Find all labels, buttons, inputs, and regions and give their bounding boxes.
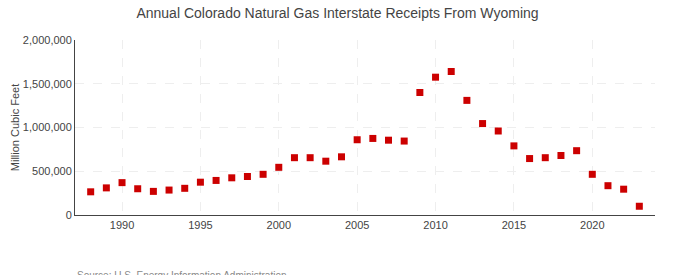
svg-text:2005: 2005 — [345, 219, 369, 231]
svg-text:Million Cubic Feet: Million Cubic Feet — [9, 84, 21, 171]
svg-text:500,000: 500,000 — [32, 165, 72, 177]
svg-text:2015: 2015 — [502, 219, 526, 231]
svg-text:Source: U.S. Energy Informatio: Source: U.S. Energy Information Administ… — [77, 270, 287, 275]
svg-text:2020: 2020 — [580, 219, 604, 231]
svg-text:1995: 1995 — [188, 219, 212, 231]
svg-text:1990: 1990 — [110, 219, 134, 231]
svg-text:1,500,000: 1,500,000 — [23, 78, 72, 90]
svg-text:0: 0 — [66, 209, 72, 221]
svg-text:Annual Colorado Natural Gas In: Annual Colorado Natural Gas Interstate R… — [136, 5, 538, 21]
svg-text:1,000,000: 1,000,000 — [23, 121, 72, 133]
svg-text:2,000,000: 2,000,000 — [23, 34, 72, 46]
svg-text:2000: 2000 — [267, 219, 291, 231]
svg-text:2010: 2010 — [423, 219, 447, 231]
